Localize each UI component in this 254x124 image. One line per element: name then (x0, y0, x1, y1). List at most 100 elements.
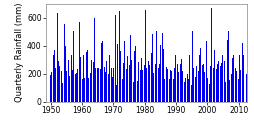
Bar (177, 72, 178, 102)
Bar (203, 72, 204, 102)
Bar (246, 7, 247, 102)
Bar (240, 4, 241, 102)
Bar (114, 37, 115, 102)
Bar (174, 55, 175, 102)
Bar (57, 13, 58, 102)
Bar (96, 53, 97, 102)
Bar (189, 76, 190, 102)
Bar (103, 77, 104, 102)
Bar (175, 82, 176, 102)
Bar (167, 50, 168, 102)
Bar (124, 42, 125, 102)
Bar (200, 4, 201, 102)
Bar (83, 55, 84, 102)
Bar (61, 71, 62, 102)
Bar (199, 48, 200, 102)
Bar (100, 69, 101, 102)
Bar (141, 70, 142, 102)
Bar (120, 36, 121, 102)
Bar (145, 68, 146, 102)
Bar (81, 71, 82, 102)
Bar (128, 86, 129, 102)
Bar (196, 68, 197, 102)
Bar (216, 64, 217, 102)
Bar (146, 69, 147, 102)
Bar (111, 68, 112, 102)
Bar (224, 82, 225, 102)
Bar (227, 31, 228, 102)
Bar (171, 74, 172, 102)
Bar (184, 78, 185, 102)
Bar (210, 8, 211, 102)
Bar (211, 64, 212, 102)
Bar (219, 66, 220, 102)
Bar (82, 79, 83, 102)
Bar (242, 55, 243, 102)
Bar (181, 71, 182, 102)
Y-axis label: Quarterly Rainfall (mm): Quarterly Rainfall (mm) (15, 3, 24, 102)
Bar (239, 70, 240, 102)
Bar (97, 68, 98, 102)
Bar (131, 79, 132, 102)
Bar (195, 66, 196, 102)
Bar (136, 80, 137, 102)
Bar (228, 80, 229, 102)
Bar (168, 55, 169, 102)
Bar (187, 79, 188, 102)
Bar (54, 50, 55, 102)
Bar (135, 58, 136, 102)
Bar (217, 61, 218, 102)
Bar (185, 76, 186, 102)
Bar (220, 63, 221, 102)
Bar (160, 68, 161, 102)
Bar (138, 42, 139, 102)
Bar (65, 46, 66, 102)
Bar (163, 79, 164, 102)
Bar (53, 55, 54, 102)
Bar (234, 68, 235, 102)
Bar (209, 66, 210, 102)
Bar (121, 79, 122, 102)
Bar (173, 68, 174, 102)
Bar (166, 69, 167, 102)
Bar (113, 79, 114, 102)
Bar (89, 69, 90, 102)
Bar (155, 31, 156, 102)
Bar (213, 50, 214, 102)
Bar (64, 24, 65, 102)
Bar (56, 66, 57, 102)
Bar (152, 73, 153, 102)
Bar (235, 71, 236, 102)
Bar (156, 77, 157, 102)
Bar (86, 52, 87, 102)
Bar (157, 64, 158, 102)
Bar (104, 67, 105, 102)
Bar (188, 55, 189, 102)
Bar (102, 60, 103, 102)
Bar (91, 77, 92, 102)
Bar (193, 61, 194, 102)
Bar (99, 77, 100, 102)
Bar (170, 71, 171, 102)
Bar (143, 65, 144, 102)
Bar (123, 41, 124, 102)
Bar (238, 55, 239, 102)
Bar (149, 67, 150, 102)
Bar (206, 78, 207, 102)
Bar (139, 78, 140, 102)
Bar (92, 25, 93, 102)
Bar (115, 15, 116, 102)
Bar (205, 41, 206, 102)
Bar (75, 74, 76, 102)
Bar (147, 82, 148, 102)
Bar (107, 77, 108, 102)
Bar (51, 72, 52, 102)
Bar (230, 74, 231, 102)
Bar (85, 27, 86, 102)
Bar (70, 59, 71, 102)
Bar (125, 56, 126, 102)
Bar (150, 76, 151, 102)
Bar (142, 73, 143, 102)
Bar (88, 62, 89, 102)
Bar (178, 43, 179, 102)
